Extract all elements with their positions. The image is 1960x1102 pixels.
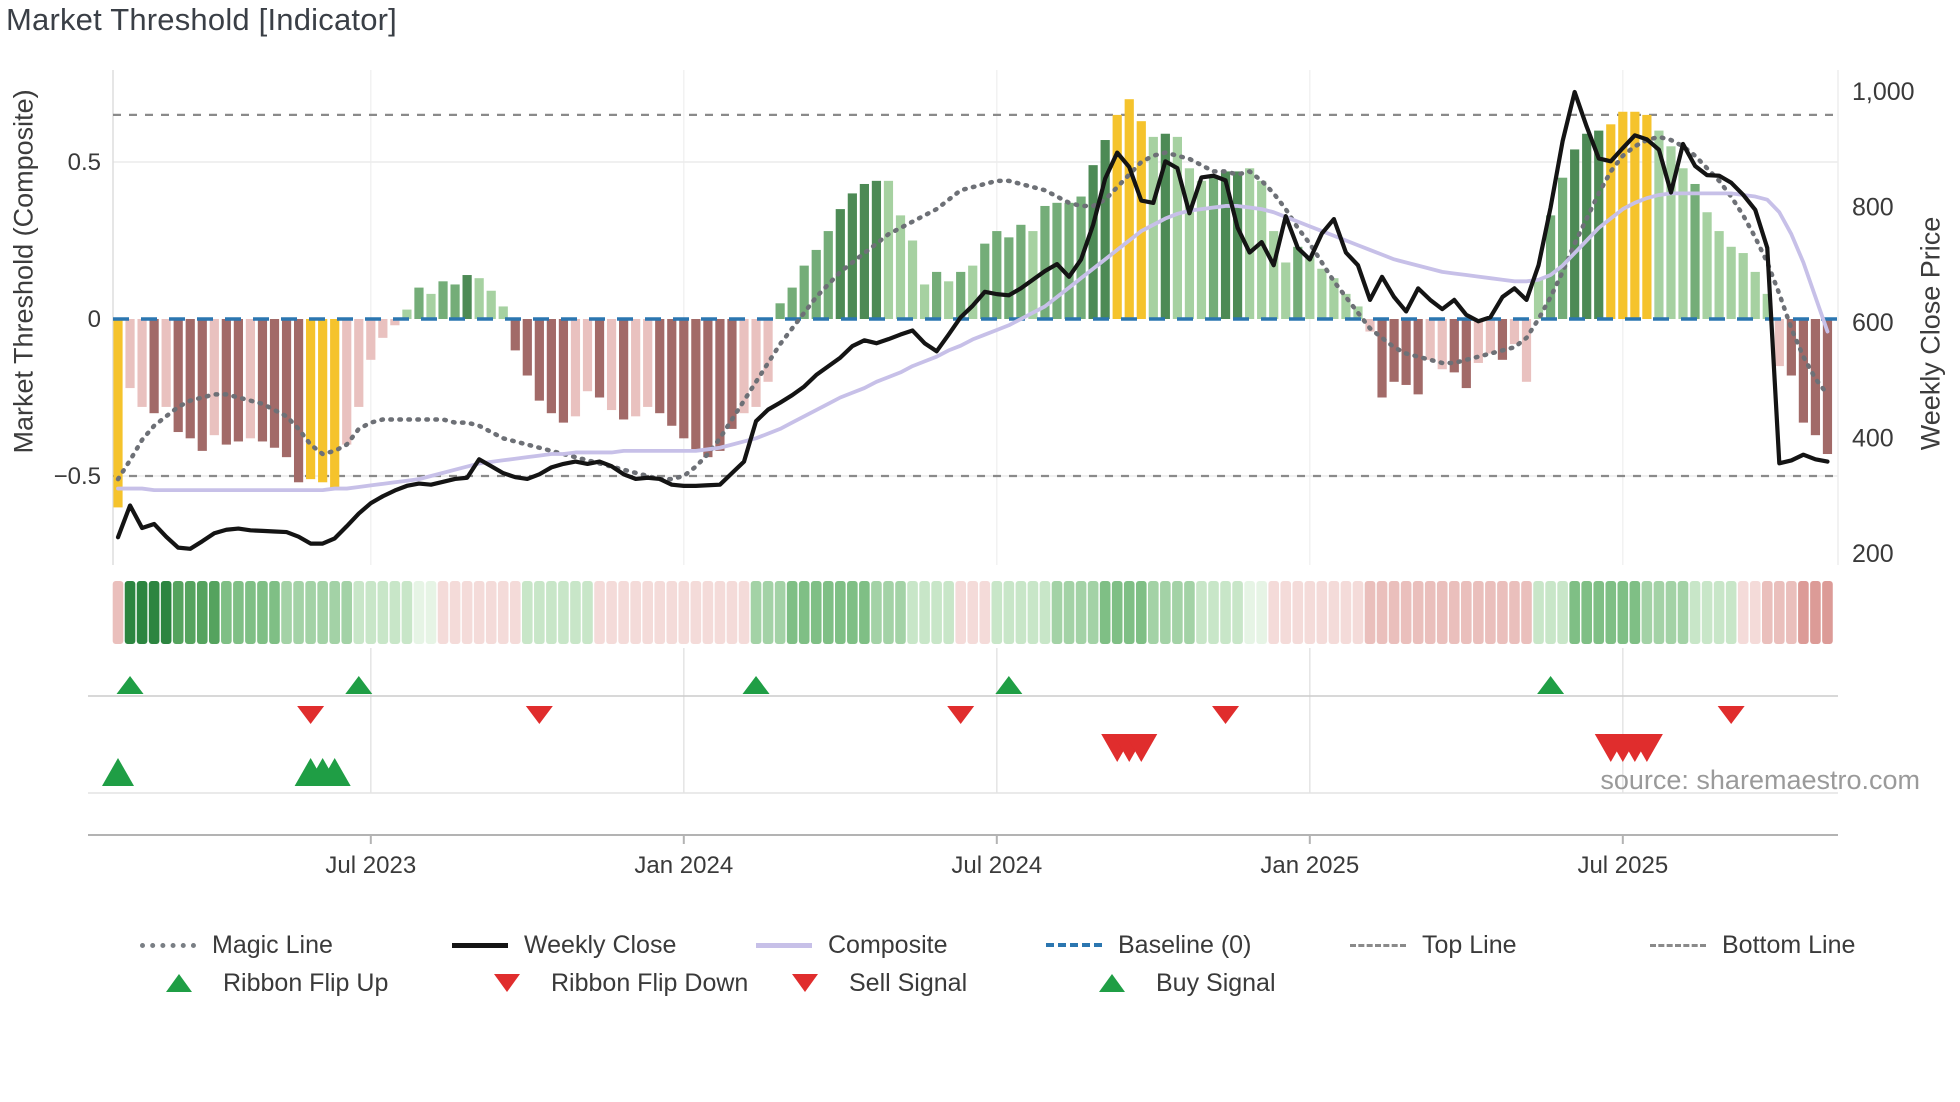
legend-item-ribbon-flip-up[interactable]: Ribbon Flip Up xyxy=(152,968,388,998)
composite-marker-icon xyxy=(756,942,812,948)
magic-line-layer xyxy=(115,134,1830,482)
legend-item-composite[interactable]: Composite xyxy=(756,930,948,960)
legend-label: Ribbon Flip Up xyxy=(223,968,389,997)
left-axis-layer: 0.5 0 −0.5 xyxy=(54,149,101,490)
x-tick-label: Jan 2025 xyxy=(1260,852,1359,879)
ribbon-flip-up-marker xyxy=(742,676,770,694)
x-tick-label: Jul 2023 xyxy=(325,852,416,879)
ribbon-flip-up-icon xyxy=(166,974,192,992)
sell-signal-icon xyxy=(792,974,818,992)
buy-signal-icon xyxy=(1099,974,1125,992)
ribbon-flip-up-marker xyxy=(995,676,1023,694)
ribbon-flip-down-marker xyxy=(947,706,975,724)
ribbon-flip-up-marker xyxy=(116,676,144,694)
page-title: Market Threshold [Indicator] xyxy=(6,2,397,37)
legend-label: Sell Signal xyxy=(849,968,968,997)
composite-line-layer xyxy=(116,191,1830,493)
buy-signal-marker xyxy=(102,758,134,786)
source-note: source: sharemaestro.com xyxy=(1600,765,1920,795)
buy-signal-marker xyxy=(318,758,351,786)
right-tick-label: 1,000 xyxy=(1852,78,1915,106)
right-axis-layer: 1,000 800 600 400 200 xyxy=(1852,78,1915,568)
left-tick-label: −0.5 xyxy=(54,463,101,490)
ribbon-flip-down-icon xyxy=(494,974,520,992)
legend-item-baseline[interactable]: Baseline (0) xyxy=(1046,930,1251,960)
legend-item-bottom-line[interactable]: Bottom Line xyxy=(1650,930,1855,960)
legend-label: Top Line xyxy=(1422,930,1517,959)
legend-item-sell-signal[interactable]: Sell Signal xyxy=(778,968,967,998)
left-tick-label: 0 xyxy=(88,306,101,333)
legend-label: Composite xyxy=(828,930,948,959)
weekly-close-line-layer xyxy=(115,89,1830,551)
legend-label: Baseline (0) xyxy=(1118,930,1252,959)
right-tick-label: 800 xyxy=(1852,194,1894,222)
signals-layer xyxy=(88,676,1838,794)
ribbon-flip-down-marker xyxy=(1717,706,1745,724)
left-tick-label: 0.5 xyxy=(68,149,101,176)
x-tick-label: Jan 2024 xyxy=(634,852,733,879)
ribbon-flip-down-marker xyxy=(1212,706,1240,724)
legend-item-ribbon-flip-down[interactable]: Ribbon Flip Down xyxy=(480,968,748,998)
ribbon-flip-down-marker xyxy=(297,706,325,724)
baseline-marker-icon xyxy=(1046,943,1102,947)
sell-signal-marker xyxy=(1125,734,1158,762)
magic-line-marker-icon xyxy=(140,942,196,948)
legend-label: Magic Line xyxy=(212,930,333,959)
right-tick-label: 600 xyxy=(1852,309,1894,337)
ribbon-strip-layer xyxy=(112,581,1833,644)
right-tick-label: 400 xyxy=(1852,425,1894,453)
legend-label: Buy Signal xyxy=(1156,968,1276,997)
bottom-line-marker-icon xyxy=(1650,943,1706,947)
legend-label: Bottom Line xyxy=(1722,930,1856,959)
legend-item-weekly-close[interactable]: Weekly Close xyxy=(452,930,676,960)
ribbon-flip-up-marker xyxy=(1537,676,1565,694)
right-tick-label: 200 xyxy=(1852,540,1894,568)
x-tick-label: Jul 2025 xyxy=(1577,852,1668,879)
legend-item-top-line[interactable]: Top Line xyxy=(1350,930,1517,960)
legend-label: Ribbon Flip Down xyxy=(551,968,749,997)
ribbon-flip-down-marker xyxy=(525,706,553,724)
legend-item-buy-signal[interactable]: Buy Signal xyxy=(1085,968,1276,998)
weekly-close-marker-icon xyxy=(452,942,508,948)
legend-label: Weekly Close xyxy=(524,930,677,959)
legend-item-magic-line[interactable]: Magic Line xyxy=(140,930,333,960)
x-axis-layer: Jul 2023 Jan 2024 Jul 2024 Jan 2025 Jul 2025 xyxy=(88,834,1838,879)
x-tick-label: Jul 2024 xyxy=(951,852,1042,879)
ribbon-flip-up-marker xyxy=(345,676,373,694)
sell-signal-marker xyxy=(1630,734,1663,762)
top-line-marker-icon xyxy=(1350,943,1406,947)
